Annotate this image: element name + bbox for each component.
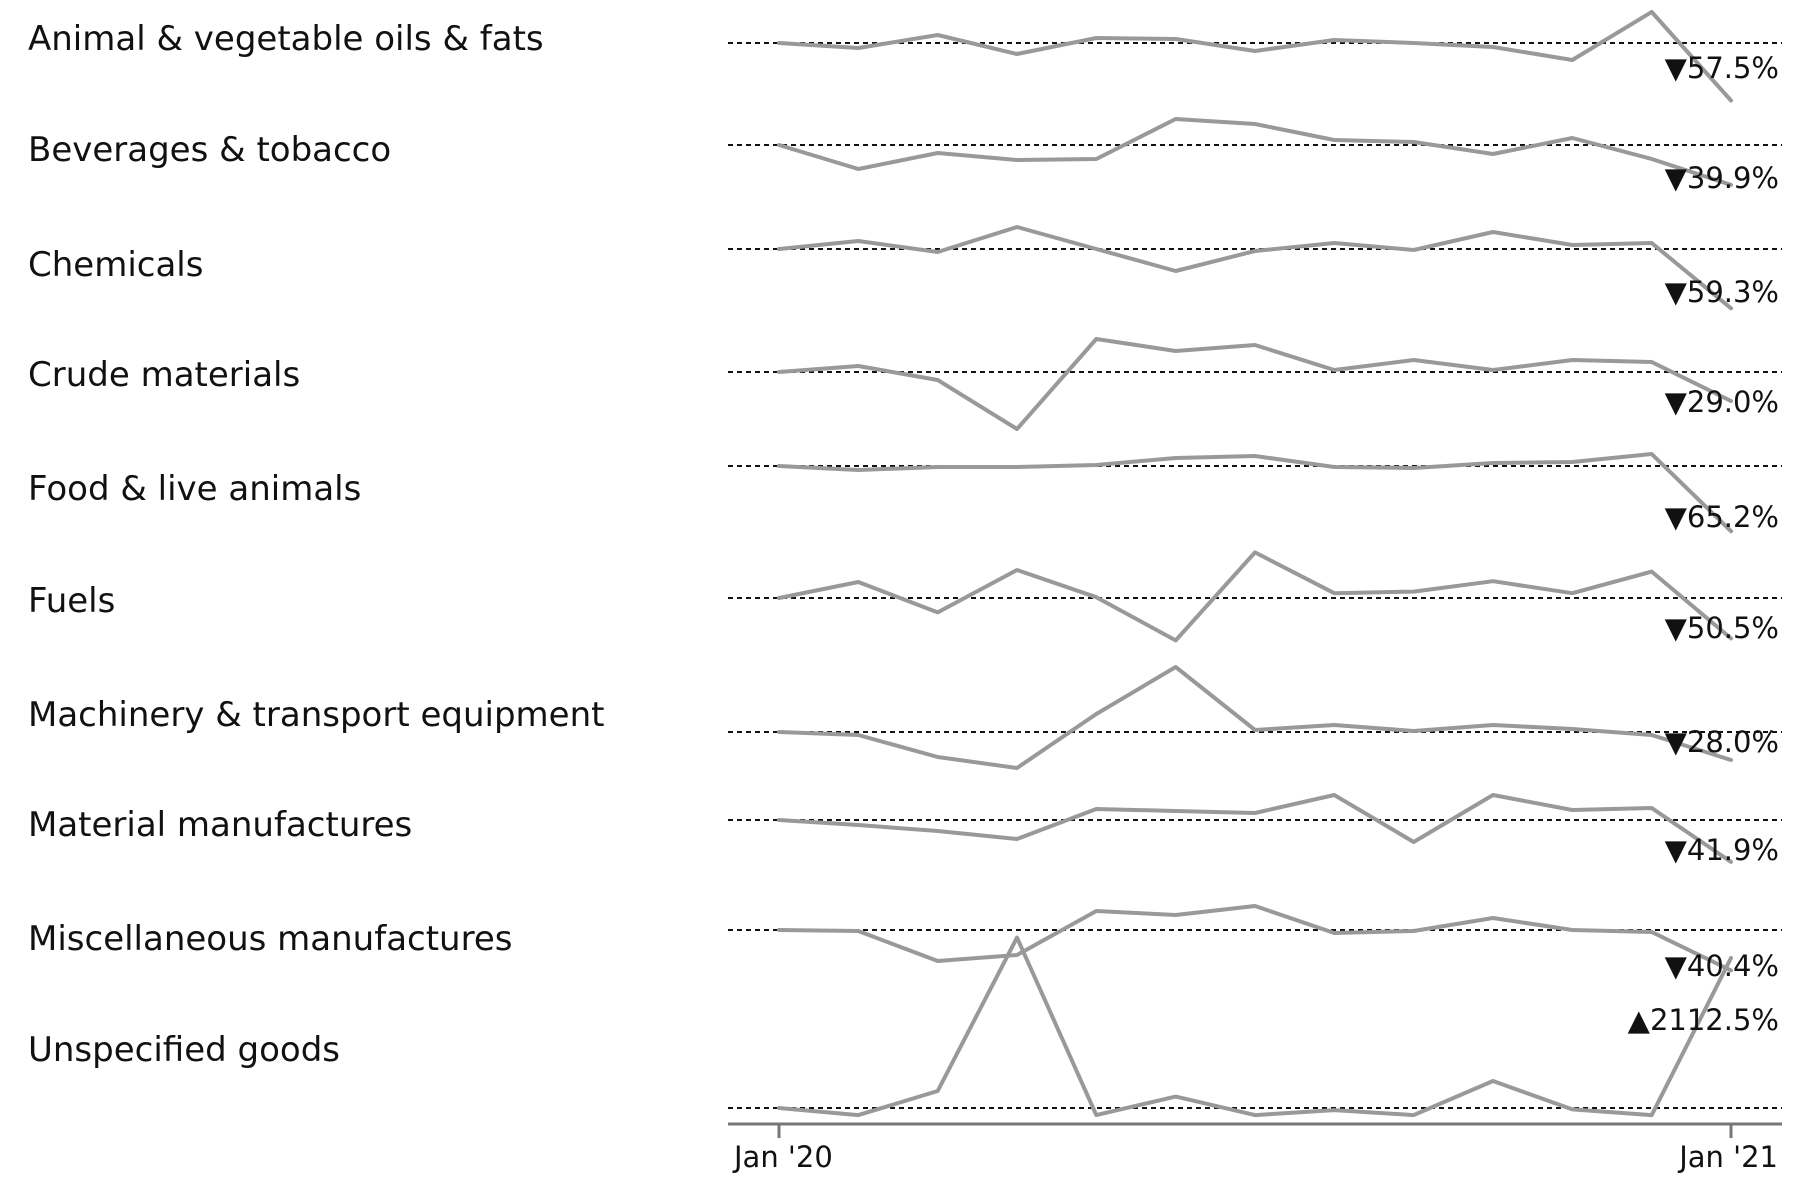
series-row: Crude materials ▼29.0% bbox=[28, 337, 1782, 431]
series-line bbox=[777, 904, 1733, 973]
series-row: Miscellaneous manufactures▼40.4% bbox=[28, 904, 1782, 983]
series-line bbox=[777, 793, 1733, 864]
category-label: Fuels bbox=[28, 581, 115, 621]
change-label: ▼29.0% bbox=[1665, 385, 1779, 419]
change-label: ▲2112.5% bbox=[1628, 1003, 1779, 1037]
series-line bbox=[777, 117, 1733, 187]
series-row: Unspecified goods ▲2112.5% bbox=[28, 935, 1782, 1118]
category-label: Unspecified goods bbox=[28, 1030, 340, 1070]
series-line bbox=[777, 452, 1733, 534]
category-label: Beverages & tobacco bbox=[28, 130, 391, 170]
change-label: ▼39.9% bbox=[1665, 161, 1779, 195]
category-label: Animal & vegetable oils & fats bbox=[28, 19, 544, 59]
series-row: Beverages & tobacco ▼39.9% bbox=[28, 117, 1782, 195]
series-line bbox=[777, 337, 1733, 431]
series-line bbox=[777, 10, 1733, 103]
series-row: Food & live animals ▼65.2% bbox=[28, 452, 1782, 534]
series-line bbox=[777, 935, 1733, 1118]
change-label: ▼57.5% bbox=[1665, 51, 1779, 85]
change-label: ▼65.2% bbox=[1665, 500, 1779, 534]
change-label: ▼41.9% bbox=[1665, 833, 1779, 867]
x-tick-label: Jan '21 bbox=[1677, 1140, 1778, 1174]
series-row: Fuels ▼50.5% bbox=[28, 550, 1782, 645]
series-line bbox=[777, 225, 1733, 311]
change-label: ▼50.5% bbox=[1665, 611, 1779, 645]
x-tick-label: Jan '20 bbox=[732, 1140, 833, 1174]
series-row: Chemicals ▼59.3% bbox=[28, 225, 1782, 311]
change-label: ▼28.0% bbox=[1665, 725, 1779, 759]
category-label: Material manufactures bbox=[28, 805, 412, 845]
category-label: Miscellaneous manufactures bbox=[28, 919, 512, 959]
category-label: Machinery & transport equipment bbox=[28, 695, 604, 735]
series-line bbox=[777, 665, 1733, 770]
series-row: Material manufactures ▼41.9% bbox=[28, 793, 1782, 867]
category-label: Food & live animals bbox=[28, 469, 361, 509]
change-label: ▼59.3% bbox=[1665, 275, 1779, 309]
series-row: Animal & vegetable oils & fats ▼57.5% bbox=[28, 10, 1782, 103]
series-row: Machinery & transport equipment ▼28.0% bbox=[28, 665, 1782, 770]
series-line bbox=[777, 550, 1733, 643]
category-label: Chemicals bbox=[28, 245, 203, 285]
category-label: Crude materials bbox=[28, 355, 300, 395]
